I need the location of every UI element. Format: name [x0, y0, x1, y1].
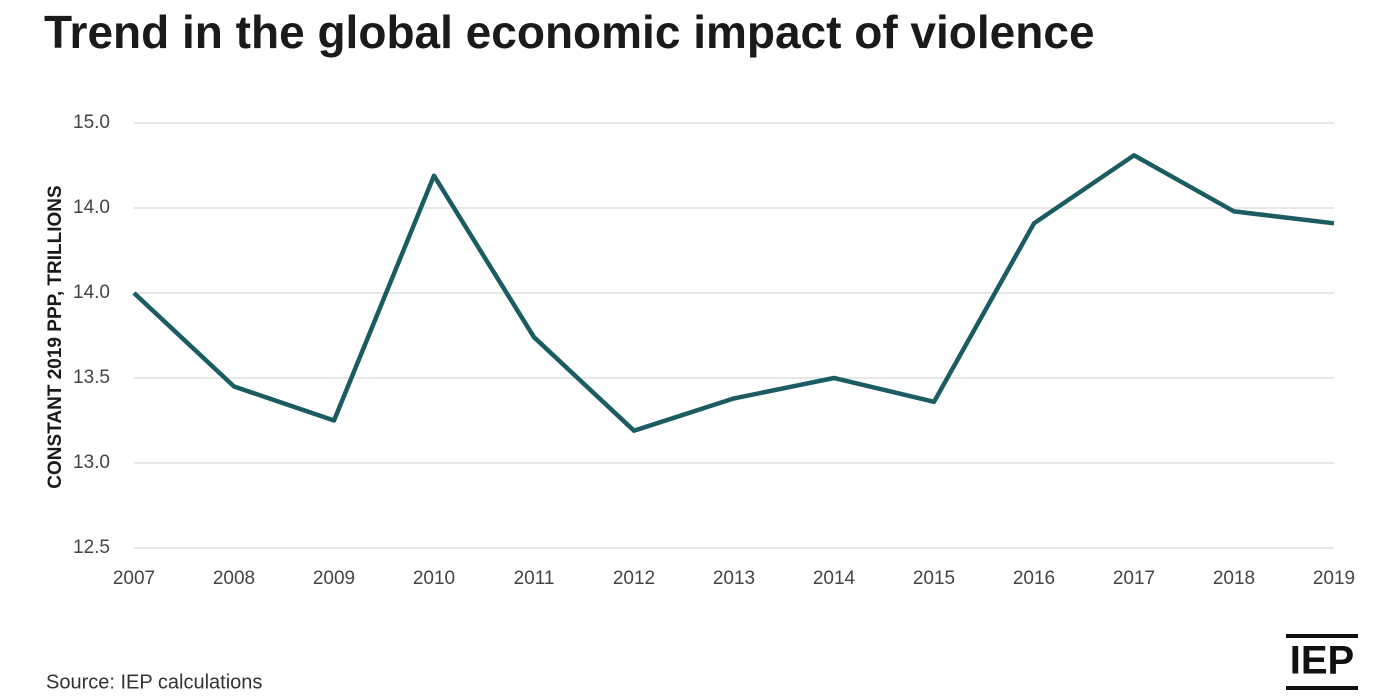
y-tick-label: 12.5: [73, 537, 110, 558]
y-tick-label: 15.0: [73, 112, 110, 133]
x-tick-label: 2013: [713, 568, 755, 589]
x-tick-label: 2009: [313, 568, 355, 589]
line-series: [132, 153, 1335, 433]
x-tick-label: 2012: [613, 568, 655, 589]
x-tick-label: 2018: [1213, 568, 1255, 589]
y-axis-label: CONSTANT 2019 PPP, TRILLIONS: [45, 185, 66, 488]
x-tick-label: 2008: [213, 568, 255, 589]
y-tick-label: 14.0: [73, 282, 110, 303]
x-tick-label: 2011: [514, 568, 555, 589]
logo: IEP: [1290, 639, 1354, 683]
x-tick-label: 2010: [413, 568, 455, 589]
source: Source: IEP calculations: [46, 671, 262, 693]
x-tick-label: 2016: [1013, 568, 1055, 589]
x-tick-label: 2019: [1313, 568, 1355, 589]
y-tick-label: 13.5: [73, 367, 110, 388]
y-tick-label: 13.0: [73, 452, 110, 473]
y-tick-label: 14.0: [73, 197, 110, 218]
chart-title: Trend in the global economic impact of v…: [44, 6, 1095, 58]
x-tick-label: 2017: [1113, 568, 1155, 589]
x-tick-label: 2014: [813, 568, 856, 589]
x-tick-label: 2015: [913, 568, 955, 589]
x-tick-label: 2007: [113, 568, 155, 589]
